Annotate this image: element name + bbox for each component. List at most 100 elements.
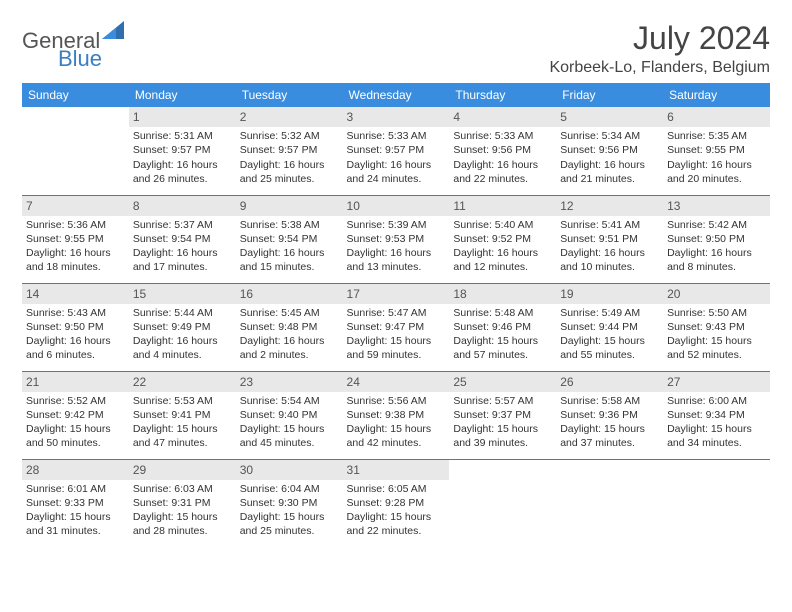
day-details: Sunrise: 5:44 AMSunset: 9:49 PMDaylight:… (133, 306, 232, 363)
col-thursday: Thursday (449, 83, 556, 107)
detail-line: and 59 minutes. (347, 348, 446, 362)
detail-line: Daylight: 16 hours (453, 246, 552, 260)
day-cell: 16Sunrise: 5:45 AMSunset: 9:48 PMDayligh… (236, 283, 343, 371)
detail-line: Sunset: 9:51 PM (560, 232, 659, 246)
day-cell: 5Sunrise: 5:34 AMSunset: 9:56 PMDaylight… (556, 107, 663, 195)
day-number: 20 (663, 284, 770, 304)
detail-line: Sunrise: 5:37 AM (133, 218, 232, 232)
detail-line: Sunset: 9:50 PM (26, 320, 125, 334)
detail-line: Daylight: 15 hours (240, 422, 339, 436)
week-row: 14Sunrise: 5:43 AMSunset: 9:50 PMDayligh… (22, 283, 770, 371)
day-cell: 20Sunrise: 5:50 AMSunset: 9:43 PMDayligh… (663, 283, 770, 371)
day-details: Sunrise: 6:05 AMSunset: 9:28 PMDaylight:… (347, 482, 446, 539)
detail-line: and 52 minutes. (667, 348, 766, 362)
detail-line: Sunset: 9:40 PM (240, 408, 339, 422)
week-row: 28Sunrise: 6:01 AMSunset: 9:33 PMDayligh… (22, 459, 770, 547)
detail-line: Sunset: 9:49 PM (133, 320, 232, 334)
day-number: 9 (236, 196, 343, 216)
day-details: Sunrise: 5:56 AMSunset: 9:38 PMDaylight:… (347, 394, 446, 451)
detail-line: Sunrise: 5:39 AM (347, 218, 446, 232)
day-details: Sunrise: 5:40 AMSunset: 9:52 PMDaylight:… (453, 218, 552, 275)
detail-line: Sunrise: 5:50 AM (667, 306, 766, 320)
day-number: 5 (556, 107, 663, 127)
detail-line: Sunset: 9:33 PM (26, 496, 125, 510)
day-details: Sunrise: 5:36 AMSunset: 9:55 PMDaylight:… (26, 218, 125, 275)
detail-line: Daylight: 16 hours (453, 158, 552, 172)
detail-line: and 10 minutes. (560, 260, 659, 274)
day-cell: 24Sunrise: 5:56 AMSunset: 9:38 PMDayligh… (343, 371, 450, 459)
detail-line: Sunset: 9:55 PM (667, 143, 766, 157)
day-number: 7 (22, 196, 129, 216)
detail-line: Sunrise: 6:01 AM (26, 482, 125, 496)
detail-line: and 47 minutes. (133, 436, 232, 450)
detail-line: Sunset: 9:41 PM (133, 408, 232, 422)
col-wednesday: Wednesday (343, 83, 450, 107)
detail-line: Daylight: 16 hours (347, 246, 446, 260)
day-details: Sunrise: 5:53 AMSunset: 9:41 PMDaylight:… (133, 394, 232, 451)
detail-line: Sunrise: 5:49 AM (560, 306, 659, 320)
week-row: 1Sunrise: 5:31 AMSunset: 9:57 PMDaylight… (22, 107, 770, 195)
detail-line: Sunrise: 5:32 AM (240, 129, 339, 143)
day-header-row: Sunday Monday Tuesday Wednesday Thursday… (22, 83, 770, 107)
detail-line: Daylight: 16 hours (667, 158, 766, 172)
day-details: Sunrise: 5:50 AMSunset: 9:43 PMDaylight:… (667, 306, 766, 363)
detail-line: Sunset: 9:34 PM (667, 408, 766, 422)
day-cell (556, 459, 663, 547)
day-cell: 28Sunrise: 6:01 AMSunset: 9:33 PMDayligh… (22, 459, 129, 547)
detail-line: Sunrise: 5:45 AM (240, 306, 339, 320)
detail-line: Sunrise: 5:56 AM (347, 394, 446, 408)
day-cell: 2Sunrise: 5:32 AMSunset: 9:57 PMDaylight… (236, 107, 343, 195)
location: Korbeek-Lo, Flanders, Belgium (549, 59, 770, 77)
detail-line: Sunset: 9:46 PM (453, 320, 552, 334)
detail-line: Sunrise: 5:57 AM (453, 394, 552, 408)
day-number: 27 (663, 372, 770, 392)
detail-line: Sunrise: 5:53 AM (133, 394, 232, 408)
detail-line: Sunset: 9:57 PM (240, 143, 339, 157)
detail-line: Sunrise: 5:48 AM (453, 306, 552, 320)
day-cell: 21Sunrise: 5:52 AMSunset: 9:42 PMDayligh… (22, 371, 129, 459)
day-cell: 29Sunrise: 6:03 AMSunset: 9:31 PMDayligh… (129, 459, 236, 547)
detail-line: Daylight: 16 hours (240, 246, 339, 260)
week-row: 7Sunrise: 5:36 AMSunset: 9:55 PMDaylight… (22, 195, 770, 283)
detail-line: and 45 minutes. (240, 436, 339, 450)
detail-line: and 31 minutes. (26, 524, 125, 538)
header: General July 2024 Korbeek-Lo, Flanders, … (22, 20, 770, 77)
detail-line: Sunset: 9:57 PM (347, 143, 446, 157)
detail-line: Sunset: 9:55 PM (26, 232, 125, 246)
detail-line: and 50 minutes. (26, 436, 125, 450)
detail-line: Daylight: 15 hours (667, 422, 766, 436)
day-details: Sunrise: 5:48 AMSunset: 9:46 PMDaylight:… (453, 306, 552, 363)
day-number: 31 (343, 460, 450, 480)
detail-line: Sunrise: 5:41 AM (560, 218, 659, 232)
day-cell: 3Sunrise: 5:33 AMSunset: 9:57 PMDaylight… (343, 107, 450, 195)
detail-line: Sunset: 9:42 PM (26, 408, 125, 422)
day-cell: 11Sunrise: 5:40 AMSunset: 9:52 PMDayligh… (449, 195, 556, 283)
detail-line: and 57 minutes. (453, 348, 552, 362)
day-number: 1 (129, 107, 236, 127)
detail-line: and 34 minutes. (667, 436, 766, 450)
day-details: Sunrise: 6:04 AMSunset: 9:30 PMDaylight:… (240, 482, 339, 539)
day-cell: 1Sunrise: 5:31 AMSunset: 9:57 PMDaylight… (129, 107, 236, 195)
detail-line: and 20 minutes. (667, 172, 766, 186)
day-number: 16 (236, 284, 343, 304)
day-number: 18 (449, 284, 556, 304)
detail-line: Sunrise: 5:34 AM (560, 129, 659, 143)
detail-line: and 26 minutes. (133, 172, 232, 186)
detail-line: Daylight: 16 hours (133, 158, 232, 172)
day-details: Sunrise: 5:37 AMSunset: 9:54 PMDaylight:… (133, 218, 232, 275)
day-cell: 25Sunrise: 5:57 AMSunset: 9:37 PMDayligh… (449, 371, 556, 459)
logo-triangle-icon (102, 21, 124, 44)
day-cell: 6Sunrise: 5:35 AMSunset: 9:55 PMDaylight… (663, 107, 770, 195)
day-number: 22 (129, 372, 236, 392)
detail-line: Sunset: 9:56 PM (453, 143, 552, 157)
detail-line: and 2 minutes. (240, 348, 339, 362)
detail-line: Sunset: 9:44 PM (560, 320, 659, 334)
day-cell: 8Sunrise: 5:37 AMSunset: 9:54 PMDaylight… (129, 195, 236, 283)
day-cell (449, 459, 556, 547)
detail-line: and 24 minutes. (347, 172, 446, 186)
day-number: 23 (236, 372, 343, 392)
day-cell: 30Sunrise: 6:04 AMSunset: 9:30 PMDayligh… (236, 459, 343, 547)
day-details: Sunrise: 5:33 AMSunset: 9:57 PMDaylight:… (347, 129, 446, 186)
day-cell: 31Sunrise: 6:05 AMSunset: 9:28 PMDayligh… (343, 459, 450, 547)
detail-line: Daylight: 15 hours (453, 334, 552, 348)
